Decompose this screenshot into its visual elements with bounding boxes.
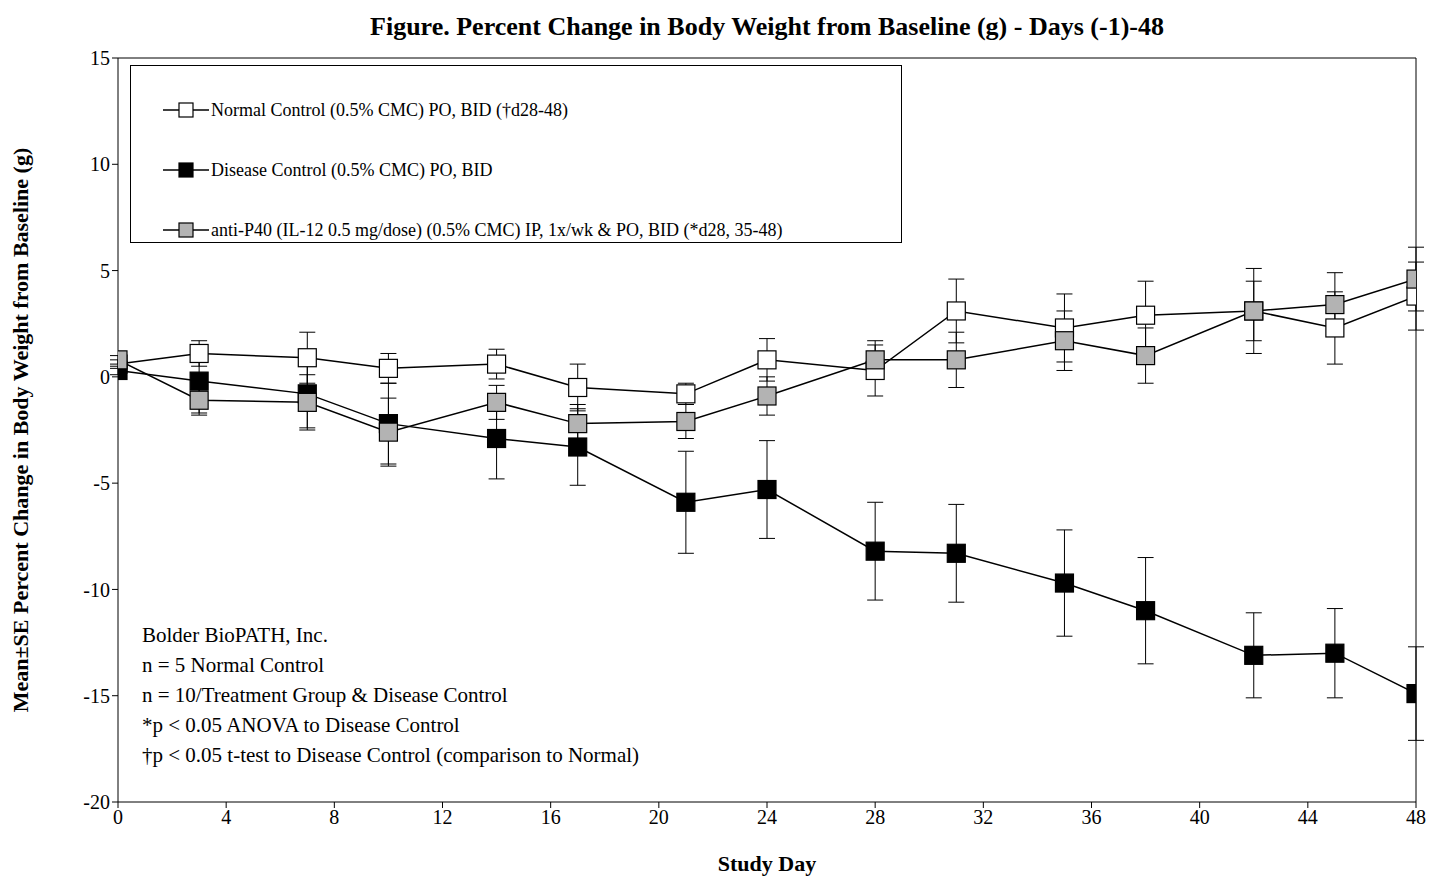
svg-text:Mean±SE Percent Change in Body: Mean±SE Percent Change in Body Weight fr…: [8, 148, 33, 713]
svg-text:0: 0: [100, 366, 110, 388]
svg-text:8: 8: [329, 806, 339, 828]
svg-text:Study Day: Study Day: [718, 851, 816, 876]
html-text:Normal Control (0.5% CMC) PO,: Normal Control (0.5% CMC) PO, BID (†d28-…: [211, 99, 568, 120]
html-text:anti-P40 (IL-12 0.5 mg/dose) (: anti-P40 (IL-12 0.5 mg/dose) (0.5% CMC) …: [211, 219, 783, 240]
html-text:n = 5 Normal Control: n = 5 Normal Control: [142, 653, 325, 677]
html-text:Disease Control (0.5% CMC) PO,: Disease Control (0.5% CMC) PO, BID: [211, 159, 493, 180]
svg-text:4: 4: [221, 806, 231, 828]
svg-text:0: 0: [113, 806, 123, 828]
html-text:†p < 0.05 t-test to Disease Co: †p < 0.05 t-test to Disease Control (com…: [142, 743, 640, 767]
svg-text:36: 36: [1082, 806, 1102, 828]
svg-text:15: 15: [90, 47, 110, 69]
svg-text:44: 44: [1298, 806, 1318, 828]
svg-text:10: 10: [90, 153, 110, 175]
svg-text:20: 20: [649, 806, 669, 828]
svg-text:-15: -15: [83, 685, 110, 707]
svg-text:48: 48: [1406, 806, 1426, 828]
html-text:Figure. Percent Change in Body: Figure. Percent Change in Body Weight fr…: [370, 12, 1164, 41]
svg-text:40: 40: [1190, 806, 1210, 828]
html-text:Bolder BioPATH, Inc.: Bolder BioPATH, Inc.: [142, 623, 328, 647]
svg-text:5: 5: [100, 260, 110, 282]
svg-text:16: 16: [541, 806, 561, 828]
svg-text:-20: -20: [83, 791, 110, 813]
svg-text:32: 32: [973, 806, 993, 828]
svg-text:-10: -10: [83, 579, 110, 601]
svg-text:12: 12: [433, 806, 453, 828]
svg-text:24: 24: [757, 806, 777, 828]
html-text:n = 10/Treatment Group & Disea: n = 10/Treatment Group & Disease Control: [142, 683, 508, 707]
html-text:*p < 0.05 ANOVA to Disease Con: *p < 0.05 ANOVA to Disease Control: [142, 713, 460, 737]
svg-text:-5: -5: [93, 472, 110, 494]
svg-text:28: 28: [865, 806, 885, 828]
